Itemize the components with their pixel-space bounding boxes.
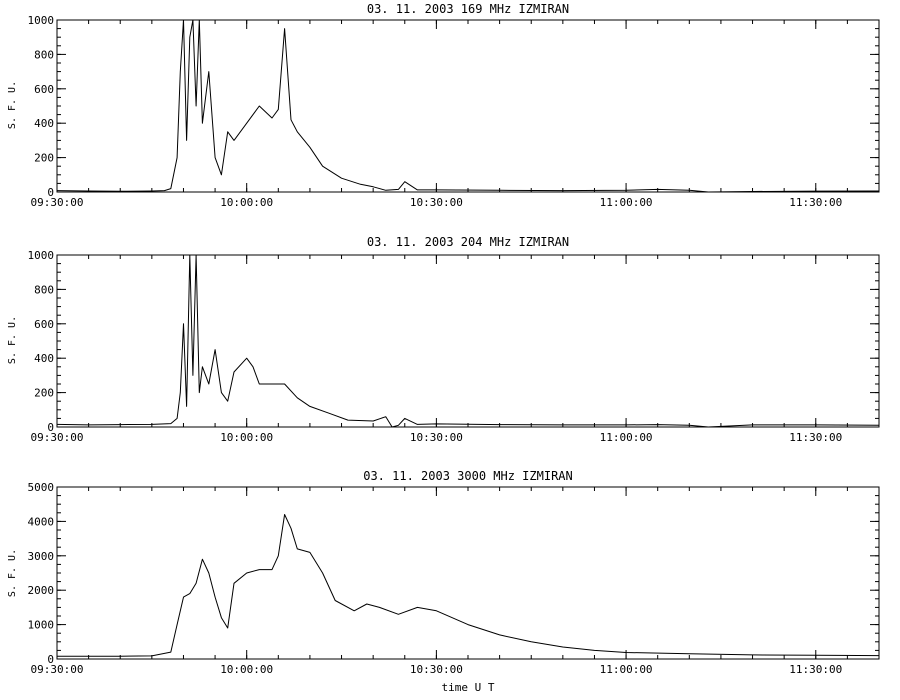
plot-frame [56, 19, 880, 193]
y-tick-label: 800 [34, 48, 54, 61]
chart-title: 03. 11. 2003 3000 MHz IZMIRAN [363, 469, 573, 483]
y-tick-labels: 0 200 400 600 800 1000 [28, 249, 55, 434]
x-tick-label: 10:30:00 [410, 663, 463, 676]
panel-204mhz: 03. 11. 2003 204 MHz IZMIRAN S. F. U. 09… [7, 235, 880, 444]
y-tick-label: 200 [34, 152, 54, 165]
x-tick-label: 11:00:00 [600, 431, 653, 444]
x-tick-label: 09:30:00 [31, 431, 84, 444]
y-tick-label: 1000 [28, 14, 55, 27]
y-tick-label: 1000 [28, 249, 55, 262]
series-line [56, 19, 880, 193]
x-tick-label: 11:30:00 [789, 431, 842, 444]
axis-ticks [56, 19, 880, 193]
x-tick-label: 11:30:00 [789, 663, 842, 676]
y-tick-label: 600 [34, 318, 54, 331]
x-tick-label: 10:30:00 [410, 196, 463, 209]
y-tick-label: 0 [47, 421, 54, 434]
x-tick-label: 09:30:00 [31, 663, 84, 676]
y-tick-label: 400 [34, 117, 54, 130]
y-tick-label: 5000 [28, 481, 55, 494]
panel-169mhz: 03. 11. 2003 169 MHz IZMIRAN S. F. U. 09… [7, 2, 880, 209]
x-tick-label: 11:30:00 [789, 196, 842, 209]
chart-title: 03. 11. 2003 169 MHz IZMIRAN [367, 2, 569, 16]
y-tick-label: 200 [34, 387, 54, 400]
y-axis-label: S. F. U. [7, 81, 18, 129]
x-tick-label: 09:30:00 [31, 196, 84, 209]
y-tick-label: 0 [47, 653, 54, 666]
y-tick-label: 400 [34, 352, 54, 365]
x-tick-label: 10:00:00 [220, 431, 273, 444]
y-tick-label: 800 [34, 283, 54, 296]
plot-frame [56, 254, 880, 428]
axis-ticks [56, 254, 880, 428]
y-tick-labels: 0 200 400 600 800 1000 [28, 14, 55, 199]
chart-title: 03. 11. 2003 204 MHz IZMIRAN [367, 235, 569, 249]
x-tick-labels: 09:30:00 10:00:00 10:30:00 11:00:00 11:30:00 [31, 196, 843, 209]
y-tick-label: 0 [47, 186, 54, 199]
x-tick-label: 11:00:00 [600, 196, 653, 209]
y-tick-label: 4000 [28, 515, 55, 528]
y-tick-labels: 0 1000 2000 3000 4000 5000 [28, 481, 55, 666]
y-tick-label: 600 [34, 83, 54, 96]
axis-ticks [56, 486, 880, 660]
x-tick-labels: 09:30:00 10:00:00 10:30:00 11:00:00 11:30:00 [31, 663, 843, 676]
series-line [56, 254, 880, 428]
panel-3000mhz: 03. 11. 2003 3000 MHz IZMIRAN S. F. U. 0… [7, 469, 880, 694]
y-tick-label: 1000 [28, 619, 55, 632]
y-tick-label: 2000 [28, 584, 55, 597]
x-tick-label: 11:00:00 [600, 663, 653, 676]
x-tick-label: 10:00:00 [220, 663, 273, 676]
x-axis-label: time U T [442, 681, 495, 694]
y-axis-label: S. F. U. [7, 549, 18, 597]
x-tick-labels: 09:30:00 10:00:00 10:30:00 11:00:00 11:30:00 [31, 431, 843, 444]
series-line [57, 514, 880, 657]
x-tick-label: 10:30:00 [410, 431, 463, 444]
x-tick-label: 10:00:00 [220, 196, 273, 209]
y-tick-label: 3000 [28, 550, 55, 563]
y-axis-label: S. F. U. [7, 316, 18, 364]
plot-frame [56, 486, 880, 660]
